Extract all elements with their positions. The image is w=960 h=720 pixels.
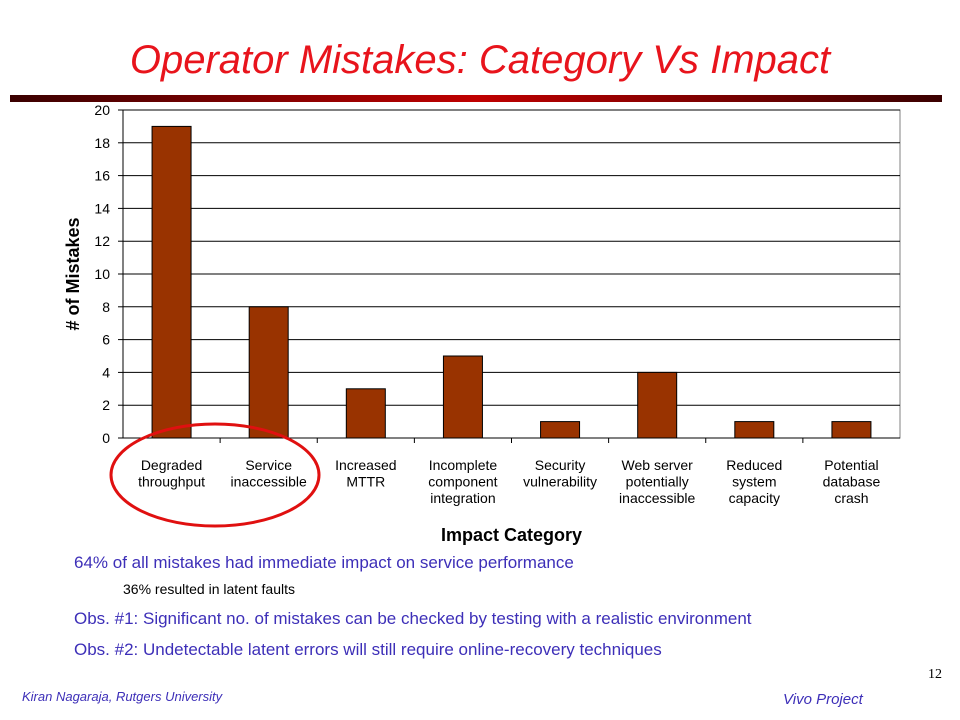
- page-number: 12: [928, 667, 942, 682]
- y-axis-title: # of Mistakes: [63, 217, 83, 330]
- note-observation-1: Obs. #1: Significant no. of mistakes can…: [74, 609, 752, 628]
- slide-title: Operator Mistakes: Category Vs Impact: [129, 38, 831, 82]
- y-tick-label: 16: [94, 168, 110, 184]
- x-axis-title: Impact Category: [441, 525, 582, 545]
- y-tick-label: 0: [102, 430, 110, 446]
- note-latent-faults: 36% resulted in latent faults: [123, 581, 295, 597]
- note-observation-2: Obs. #2: Undetectable latent errors will…: [74, 640, 662, 659]
- y-tick-label: 6: [102, 332, 110, 348]
- bar: [831, 421, 872, 439]
- category-label: Web server potentially inaccessible: [619, 457, 695, 506]
- bar: [345, 388, 386, 439]
- category-label: Security vulnerability: [523, 457, 597, 490]
- y-tick-label: 4: [102, 364, 110, 380]
- y-tick-label: 14: [94, 200, 110, 216]
- bar: [637, 371, 678, 439]
- bar-chart: 0 2 4 6 8 10 12 14 16 18 20 Degraded throughput Servi…: [63, 102, 901, 545]
- bar: [151, 125, 192, 439]
- y-tick-label: 12: [94, 233, 110, 249]
- y-tick-label: 18: [94, 135, 110, 151]
- footer-author: Kiran Nagaraja, Rutgers University: [22, 689, 223, 704]
- category-label: Increased MTTR: [335, 457, 396, 490]
- category-label: Reduced system capacity: [726, 457, 782, 506]
- category-label: Incomplete component integration: [428, 457, 497, 506]
- bar: [248, 306, 289, 439]
- bar: [442, 355, 483, 439]
- highlight-circle: [109, 422, 321, 528]
- y-tick-label: 10: [94, 266, 110, 282]
- y-tick-label: 2: [102, 397, 110, 413]
- category-label: Degraded throughput: [138, 457, 205, 490]
- note-immediate-impact: 64% of all mistakes had immediate impact…: [74, 553, 574, 572]
- title-underline: [10, 95, 942, 102]
- y-tick-label: 8: [102, 299, 110, 315]
- bar: [734, 421, 775, 439]
- category-label: Service inaccessible: [231, 457, 307, 490]
- footer-project: Vivo Project: [783, 691, 863, 708]
- category-label: Potential database crash: [823, 457, 881, 506]
- bar: [540, 421, 581, 439]
- y-tick-label: 20: [94, 102, 110, 118]
